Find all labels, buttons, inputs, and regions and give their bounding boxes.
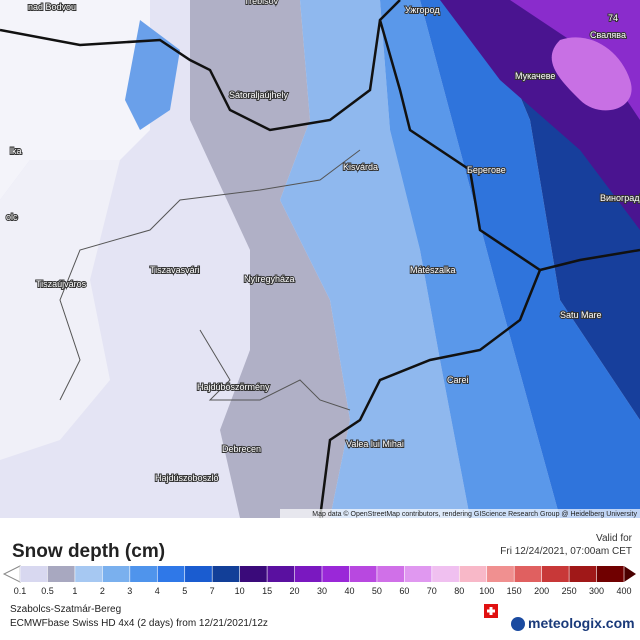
colorbar-label: 20 xyxy=(290,586,300,596)
place-labels: nad Bodvou Trebišov Ужгород Свалява Мукачеве… xyxy=(5,0,640,484)
place-label: Trebišov xyxy=(244,0,279,6)
arrow-right xyxy=(624,566,636,582)
color-swatch xyxy=(376,566,405,582)
colorbar-label: 10 xyxy=(235,586,245,596)
color-swatch xyxy=(239,566,268,582)
valid-label: Valid for xyxy=(596,533,633,544)
place-label: Tiszavasvári xyxy=(150,265,200,275)
colorbar-label: 100 xyxy=(479,586,494,596)
region: Szabolcs-Szatmár-Bereg xyxy=(10,604,121,615)
colorbar-label: 300 xyxy=(589,586,604,596)
color-swatch xyxy=(157,566,186,582)
place-label: Hajdúszoboszló xyxy=(155,473,219,483)
color-swatch xyxy=(184,566,213,582)
colorbar-label: 2 xyxy=(100,586,105,596)
place-label: Kisvárda xyxy=(343,162,378,172)
color-swatch xyxy=(74,566,103,582)
color-swatch xyxy=(47,566,76,582)
color-swatch xyxy=(459,566,488,582)
map xyxy=(0,0,640,519)
color-swatch xyxy=(102,566,131,582)
colorbar-label: 250 xyxy=(562,586,577,596)
swiss-cross xyxy=(487,607,495,615)
place-label: Мукачеве xyxy=(515,71,555,81)
colorbar-label: 200 xyxy=(534,586,549,596)
place-label: lka xyxy=(10,146,22,156)
brand[interactable]: meteologix.com xyxy=(528,615,635,631)
colorbar-label: 3 xyxy=(127,586,132,596)
valid-time: Fri 12/24/2021, 07:00am CET xyxy=(500,546,632,557)
place-label: Debrecen xyxy=(222,444,261,454)
color-swatch xyxy=(514,566,543,582)
place-label: Valea lui Mihai xyxy=(346,439,404,449)
place-label: Carei xyxy=(447,375,469,385)
place-label: Tiszaújváros xyxy=(36,279,87,289)
place-label: Ужгород xyxy=(405,5,440,15)
color-swatch xyxy=(267,566,296,582)
color-swatch xyxy=(294,566,323,582)
color-swatch xyxy=(541,566,570,582)
place-label: nad Bodvou xyxy=(28,2,76,12)
color-swatch xyxy=(569,566,598,582)
color-swatch xyxy=(486,566,515,582)
colorbar-label: 150 xyxy=(507,586,522,596)
color-swatch xyxy=(349,566,378,582)
color-swatch xyxy=(322,566,350,582)
colorbar-label: 0.5 xyxy=(41,586,54,596)
colorbar-label: 40 xyxy=(344,586,354,596)
legend-title: Snow depth (cm) xyxy=(12,541,165,562)
logo-icon[interactable] xyxy=(511,617,525,631)
place-label: Виноградів xyxy=(600,193,640,203)
colorbar: 0.1 0.5 1 2 3 4 5 7 10 15 20 30 40 50 60 70 80 100 150 200 2… xyxy=(2,565,636,596)
colorbar-label: 60 xyxy=(399,586,409,596)
colorbar-label: 70 xyxy=(427,586,437,596)
colorbar-label: 30 xyxy=(317,586,327,596)
place-label: olc xyxy=(6,212,18,222)
colorbar-label: 0.1 xyxy=(14,586,27,596)
colorbar-label: 15 xyxy=(262,586,272,596)
colorbar-label: 50 xyxy=(372,586,382,596)
place-label: Hajdúböszörmény xyxy=(197,382,270,392)
color-swatch xyxy=(404,566,433,582)
place-label: Nyíregyháza xyxy=(244,274,295,284)
place-label: Satu Mare xyxy=(560,310,602,320)
arrow-left xyxy=(2,565,21,583)
color-swatch xyxy=(212,566,241,582)
colorbar-label: 1 xyxy=(72,586,77,596)
place-label: Sátoraljaújhely xyxy=(229,90,289,100)
color-swatch xyxy=(431,566,460,582)
colorbar-label: 5 xyxy=(182,586,187,596)
place-label: 74 xyxy=(608,13,618,23)
colorbar-label: 400 xyxy=(616,586,631,596)
color-swatch xyxy=(20,566,48,582)
place-label: Свалява xyxy=(590,30,626,40)
colorbar-label: 4 xyxy=(155,586,160,596)
model-info: ECMWFbase Swiss HD 4x4 (2 days) from 12/… xyxy=(10,618,268,629)
colorbar-label: 7 xyxy=(210,586,215,596)
attribution: Map data © OpenStreetMap contributors, r… xyxy=(312,510,637,518)
color-swatch xyxy=(129,566,158,582)
place-label: Берегове xyxy=(467,165,506,175)
color-swatch xyxy=(596,566,625,582)
colorbar-label: 80 xyxy=(454,586,464,596)
place-label: Mátészalka xyxy=(410,265,456,275)
